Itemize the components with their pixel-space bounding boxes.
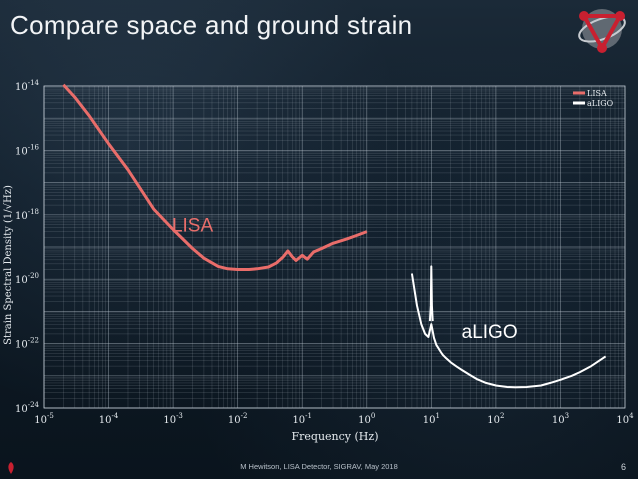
- x-axis-label: Frequency (Hz): [292, 430, 379, 443]
- x-tick-label: 104: [616, 412, 634, 426]
- y-tick-label: 10-14: [15, 79, 40, 93]
- y-tick-label: 10-20: [15, 272, 39, 286]
- y-tick-label: 10-22: [15, 337, 39, 351]
- slide-title: Compare space and ground strain: [10, 10, 413, 40]
- series-line-lisa: [62, 83, 368, 271]
- x-tick-label: 100: [358, 412, 375, 426]
- y-tick-label: 10-24: [15, 401, 40, 415]
- y-tick-label: 10-16: [15, 143, 40, 157]
- legend-label: aLIGO: [587, 99, 614, 108]
- chart-annotations: LISA aLIGO: [172, 216, 518, 343]
- x-tick-label: 10-2: [228, 412, 248, 426]
- series-line-aligo: [428, 265, 434, 322]
- plot-frame: [43, 85, 626, 409]
- y-axis-label: Strain Spectral Density (1/√Hz): [3, 185, 14, 345]
- x-tick-label: 10-4: [99, 412, 119, 426]
- y-tick-label: 10-18: [15, 208, 39, 222]
- tick-labels: 10-5 10-4 10-3 10-2 10-1 100 101 102 103 104 10-14…: [15, 79, 634, 426]
- chart-annotation: LISA: [172, 216, 214, 237]
- lisa-logo-icon: [578, 9, 626, 53]
- strain-chart: 10-5 10-4 10-3 10-2 10-1 100 101 102 103 104 10-14…: [3, 79, 634, 443]
- corner-logo-icon: [8, 462, 14, 474]
- series-lines: [62, 83, 607, 389]
- x-tick-label: 10-5: [34, 412, 54, 426]
- x-tick-label: 102: [487, 412, 504, 426]
- x-tick-label: 10-3: [163, 412, 183, 426]
- chart-grid: [43, 86, 625, 409]
- x-tick-label: 101: [423, 412, 440, 426]
- chart-annotation: aLIGO: [462, 322, 518, 343]
- slide-footer: M Hewitson, LISA Detector, SIGRAV, May 2…: [240, 462, 398, 471]
- series-line-aligo: [410, 273, 607, 389]
- x-tick-label: 103: [552, 412, 569, 426]
- legend-label: LISA: [587, 89, 607, 98]
- page-number: 6: [620, 462, 626, 472]
- x-tick-label: 10-1: [292, 412, 312, 426]
